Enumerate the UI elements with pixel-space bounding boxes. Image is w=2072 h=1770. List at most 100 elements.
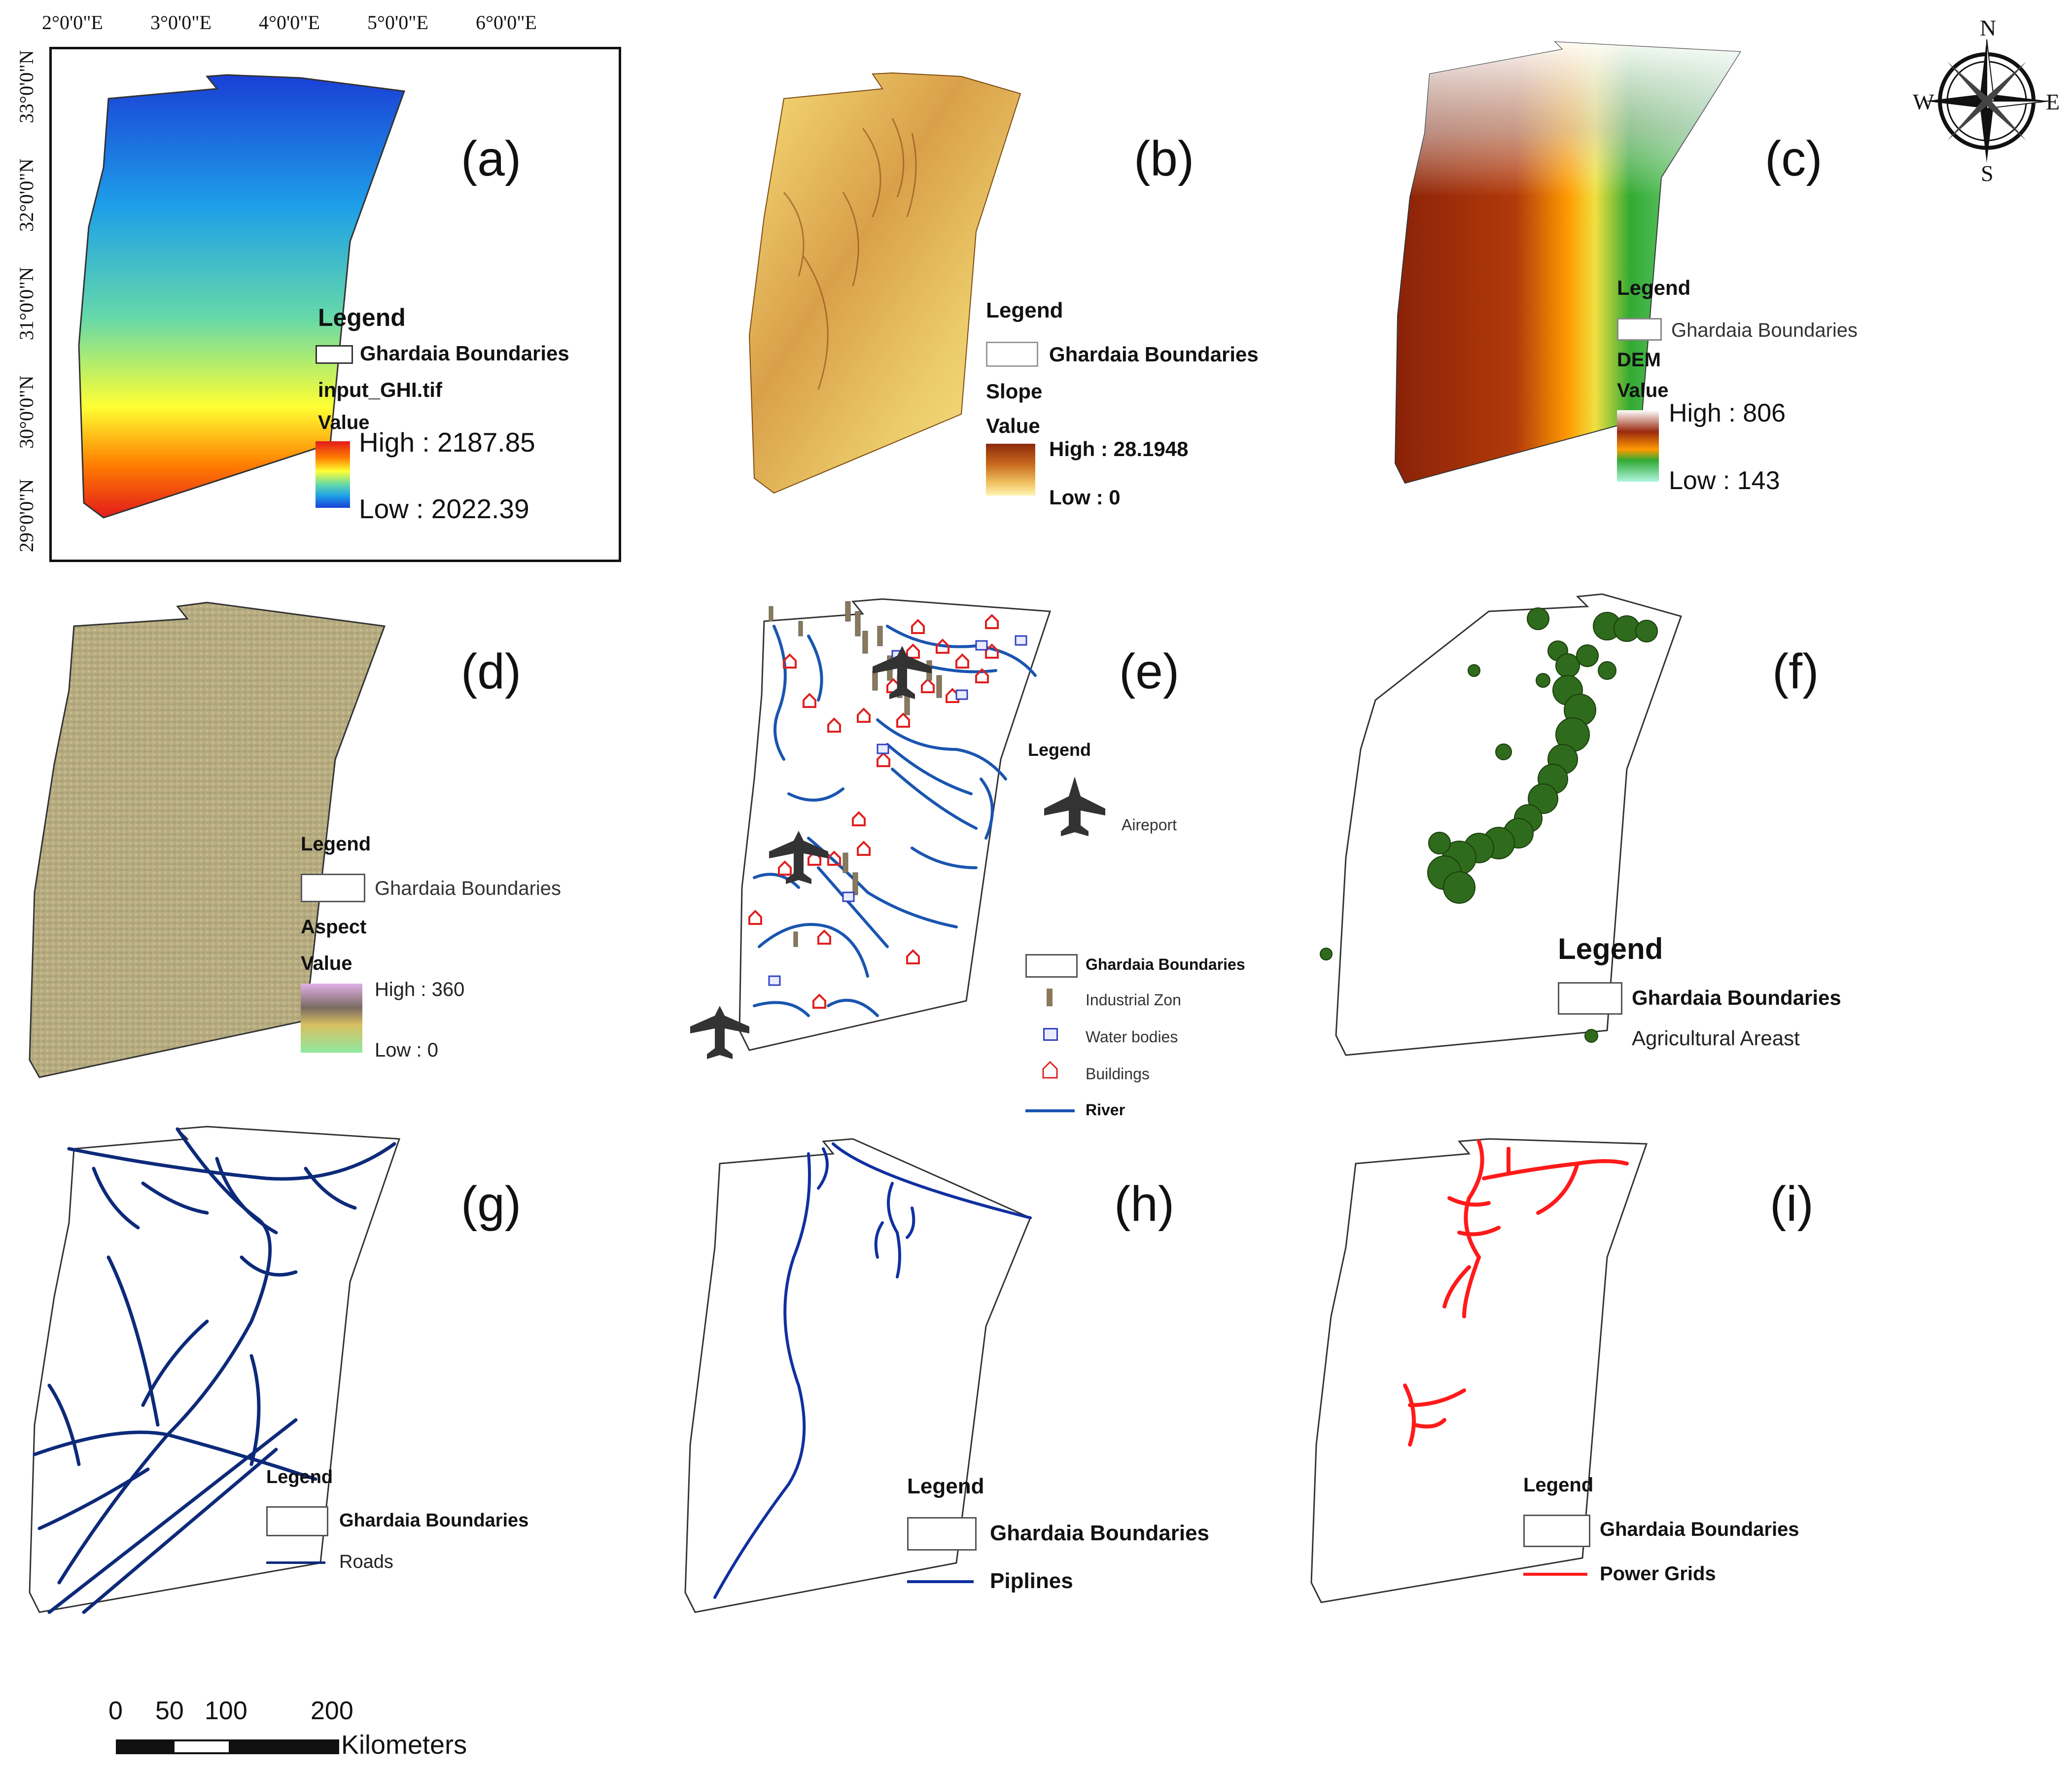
legend-layer: DEM xyxy=(1617,349,1661,371)
power-line xyxy=(1523,1573,1587,1576)
scale-unit: Kilometers xyxy=(341,1730,467,1760)
panel-label-e: (e) xyxy=(1119,644,1180,699)
water-icon xyxy=(1043,1028,1058,1041)
compass-n: N xyxy=(1980,15,1997,40)
ghi-ramp xyxy=(316,441,350,508)
panel-d: (d) Legend Ghardaia Boundaries Aspect Va… xyxy=(0,582,626,1080)
legend-boundary: Ghardaia Boundaries xyxy=(375,878,562,899)
power-grid-map xyxy=(1310,1138,1648,1603)
airplane-icons xyxy=(690,646,932,1059)
compass-e: E xyxy=(2046,89,2060,114)
legend-e: Legend Aireport Ghardaia Boundaries Indu… xyxy=(956,740,1311,1119)
legend-a: Legend Ghardaia Boundaries input_GHI.tif… xyxy=(316,303,621,530)
agriculture-map xyxy=(1320,593,1682,1056)
panel-label-g: (g) xyxy=(461,1176,522,1232)
legend-g: Legend Ghardaia Boundaries Roads xyxy=(266,1467,601,1615)
panel-label-f: (f) xyxy=(1772,644,1819,699)
legend-title: Legend xyxy=(266,1467,333,1487)
legend-boundary: Ghardaia Boundaries xyxy=(990,1521,1210,1545)
panel-a: 2°0'0"E 3°0'0"E 4°0'0"E 5°0'0"E 6°0'0"E … xyxy=(0,0,626,572)
roads-line xyxy=(266,1561,325,1564)
legend-boundary: Ghardaia Boundaries xyxy=(1671,319,1858,341)
legend-h: Legend Ghardaia Boundaries Piplines xyxy=(907,1474,1292,1622)
slope-ramp xyxy=(986,444,1035,496)
legend-b: Legend Ghardaia Boundaries Slope Value H… xyxy=(986,298,1311,515)
lat-tick: 30°0'0"N xyxy=(15,375,37,449)
boundary-swatch xyxy=(1558,982,1622,1015)
scale-tick: 200 xyxy=(311,1697,353,1725)
legend-low: Low : 143 xyxy=(1669,466,1780,495)
boundary-swatch xyxy=(986,342,1038,367)
legend-layer: input_GHI.tif xyxy=(318,378,442,401)
legend-power: Power Grids xyxy=(1600,1563,1716,1585)
legend-boundary: Ghardaia Boundaries xyxy=(1049,343,1259,366)
panel-label-i: (i) xyxy=(1770,1176,1814,1232)
slope-map xyxy=(748,72,1021,494)
legend-high: High : 806 xyxy=(1669,399,1786,427)
boundary-swatch xyxy=(301,874,365,902)
lat-tick: 29°0'0"N xyxy=(15,479,37,552)
legend-high: High : 28.1948 xyxy=(1049,437,1189,460)
legend-industrial: Industrial Zon xyxy=(1086,991,1181,1009)
panel-g: (g) Legend Ghardaia Boundaries Roads xyxy=(0,1109,626,1627)
legend-f: Legend Ghardaia Boundaries Agricultural … xyxy=(1558,932,1883,1080)
legend-title: Legend xyxy=(1617,276,1691,299)
lat-tick: 31°0'0"N xyxy=(15,267,37,340)
frame-a xyxy=(49,47,621,562)
legend-low: Low : 0 xyxy=(1049,486,1121,509)
scale-tick: 0 xyxy=(108,1697,123,1725)
dem-ramp xyxy=(1617,410,1659,482)
legend-boundary: Ghardaia Boundaries xyxy=(1086,956,1245,973)
legend-value: Value xyxy=(301,953,352,974)
panel-b: (b) Legend Ghardaia Boundaries Slope Val… xyxy=(680,0,1316,572)
legend-title: Legend xyxy=(907,1474,984,1498)
legend-high: High : 2187.85 xyxy=(359,427,535,458)
boundary-swatch xyxy=(1025,954,1078,978)
infrastructure-map xyxy=(690,598,1052,1059)
panel-h: (h) Legend Ghardaia Boundaries Piplines xyxy=(656,1109,1316,1627)
legend-high: High : 360 xyxy=(375,979,465,1000)
legend-title: Legend xyxy=(318,304,406,331)
pipelines-line xyxy=(907,1580,974,1583)
panel-e: (e) Legend Aireport Ghardaia Boundaries … xyxy=(680,572,1316,1119)
lon-tick: 3°0'0"E xyxy=(150,11,211,34)
lon-tick: 4°0'0"E xyxy=(259,11,320,34)
agri-icon xyxy=(1584,1029,1598,1043)
lon-tick: 6°0'0"E xyxy=(476,11,537,34)
legend-boundary: Ghardaia Boundaries xyxy=(360,342,569,365)
legend-layer: Slope xyxy=(986,380,1043,403)
legend-d: Legend Ghardaia Boundaries Aspect Value … xyxy=(301,833,626,1070)
legend-pipelines: Piplines xyxy=(990,1569,1073,1593)
compass-rose: N S W E xyxy=(1913,15,2061,186)
compass-w: W xyxy=(1913,89,1934,114)
legend-agri: Agricultural Areast xyxy=(1632,1027,1800,1050)
legend-boundary: Ghardaia Boundaries xyxy=(339,1510,529,1531)
lat-tick: 32°0'0"N xyxy=(15,158,37,232)
legend-river: River xyxy=(1086,1101,1125,1119)
boundary-swatch xyxy=(1523,1515,1590,1547)
legend-roads: Roads xyxy=(339,1552,393,1572)
scale-tick: 50 xyxy=(155,1697,184,1725)
compass-s: S xyxy=(1981,161,1994,186)
building-icon xyxy=(1042,1061,1058,1079)
legend-c: Legend Ghardaia Boundaries DEM Value Hig… xyxy=(1617,276,1942,503)
panel-label-b: (b) xyxy=(1134,131,1194,186)
legend-title: Legend xyxy=(1523,1474,1594,1496)
airplane-icon xyxy=(1044,777,1105,836)
legend-i: Legend Ghardaia Boundaries Power Grids xyxy=(1523,1474,1898,1622)
aspect-ramp xyxy=(301,984,362,1053)
industrial-icon xyxy=(1047,989,1053,1006)
legend-value: Value xyxy=(318,412,370,433)
boundary-swatch xyxy=(907,1517,977,1551)
scale-bar-graphic xyxy=(116,1739,339,1754)
legend-water: Water bodies xyxy=(1086,1028,1178,1046)
ghi-map xyxy=(78,74,406,519)
legend-value: Value xyxy=(1617,380,1669,401)
lon-tick: 2°0'0"E xyxy=(42,11,103,34)
legend-low: Low : 0 xyxy=(375,1039,438,1061)
scale-bar: 0 50 100 200 Kilometers xyxy=(99,1696,542,1765)
panel-i: (i) Legend Ghardaia Boundaries Power Gri… xyxy=(1292,1109,2072,1627)
legend-title: Legend xyxy=(986,298,1063,322)
panel-label-h: (h) xyxy=(1114,1176,1175,1232)
legend-title: Legend xyxy=(1028,740,1091,760)
